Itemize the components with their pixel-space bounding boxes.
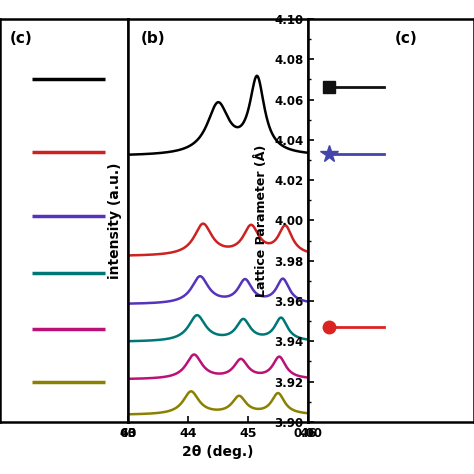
Text: (c): (c) — [394, 31, 417, 46]
Text: (c): (c) — [10, 31, 33, 46]
Text: (b): (b) — [141, 31, 165, 46]
Y-axis label: Lattice Parameter (Å): Lattice Parameter (Å) — [255, 144, 268, 297]
X-axis label: 2θ (deg.): 2θ (deg.) — [182, 445, 254, 459]
Y-axis label: intensity (a.u.): intensity (a.u.) — [109, 162, 122, 279]
